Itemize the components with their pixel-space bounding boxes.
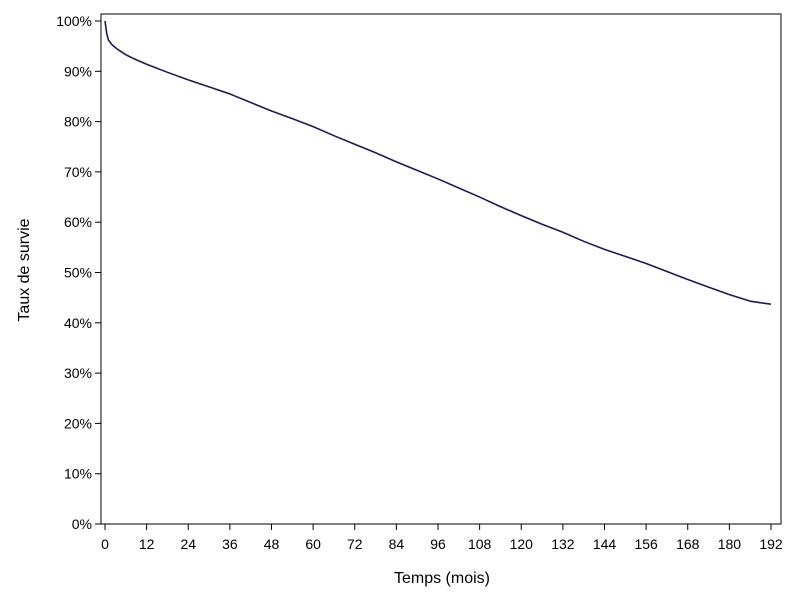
x-tick-label: 12 <box>139 536 155 552</box>
x-tick-label: 60 <box>305 536 321 552</box>
x-tick-label: 24 <box>180 536 196 552</box>
x-tick-label: 156 <box>634 536 658 552</box>
y-tick-label: 30% <box>64 365 92 381</box>
y-axis-title: Taux de survie <box>16 218 33 321</box>
x-tick-label: 168 <box>676 536 700 552</box>
x-tick-label: 192 <box>759 536 783 552</box>
y-tick-label: 70% <box>64 164 92 180</box>
x-tick-label: 180 <box>718 536 742 552</box>
x-tick-label: 0 <box>101 536 109 552</box>
x-tick-label: 120 <box>510 536 534 552</box>
x-axis: 0 12 24 36 48 60 72 84 96 108 120 132 144 156 168 180 19… <box>101 524 783 552</box>
x-tick-label: 48 <box>264 536 280 552</box>
y-tick-label: 60% <box>64 214 92 230</box>
series-layer <box>104 20 772 305</box>
survival-curve <box>104 20 772 305</box>
y-tick-label: 0% <box>72 516 92 532</box>
y-tick-label: 100% <box>56 13 92 29</box>
x-tick-label: 84 <box>389 536 405 552</box>
y-tick-label: 80% <box>64 114 92 130</box>
y-tick-label: 90% <box>64 63 92 79</box>
x-tick-label: 36 <box>222 536 238 552</box>
y-tick-label: 40% <box>64 315 92 331</box>
x-tick-label: 96 <box>430 536 446 552</box>
x-tick-label: 108 <box>468 536 492 552</box>
x-tick-label: 132 <box>551 536 575 552</box>
x-tick-label: 72 <box>347 536 363 552</box>
y-tick-label: 50% <box>64 265 92 281</box>
y-axis: 0% 10% 20% 30% 40% 50% 60% 70% 80% 90% 100% <box>56 13 101 532</box>
x-tick-label: 144 <box>593 536 617 552</box>
plot-frame <box>100 13 782 525</box>
y-tick-label: 20% <box>64 415 92 431</box>
y-tick-label: 10% <box>64 466 92 482</box>
x-axis-title: Temps (mois) <box>394 570 490 587</box>
